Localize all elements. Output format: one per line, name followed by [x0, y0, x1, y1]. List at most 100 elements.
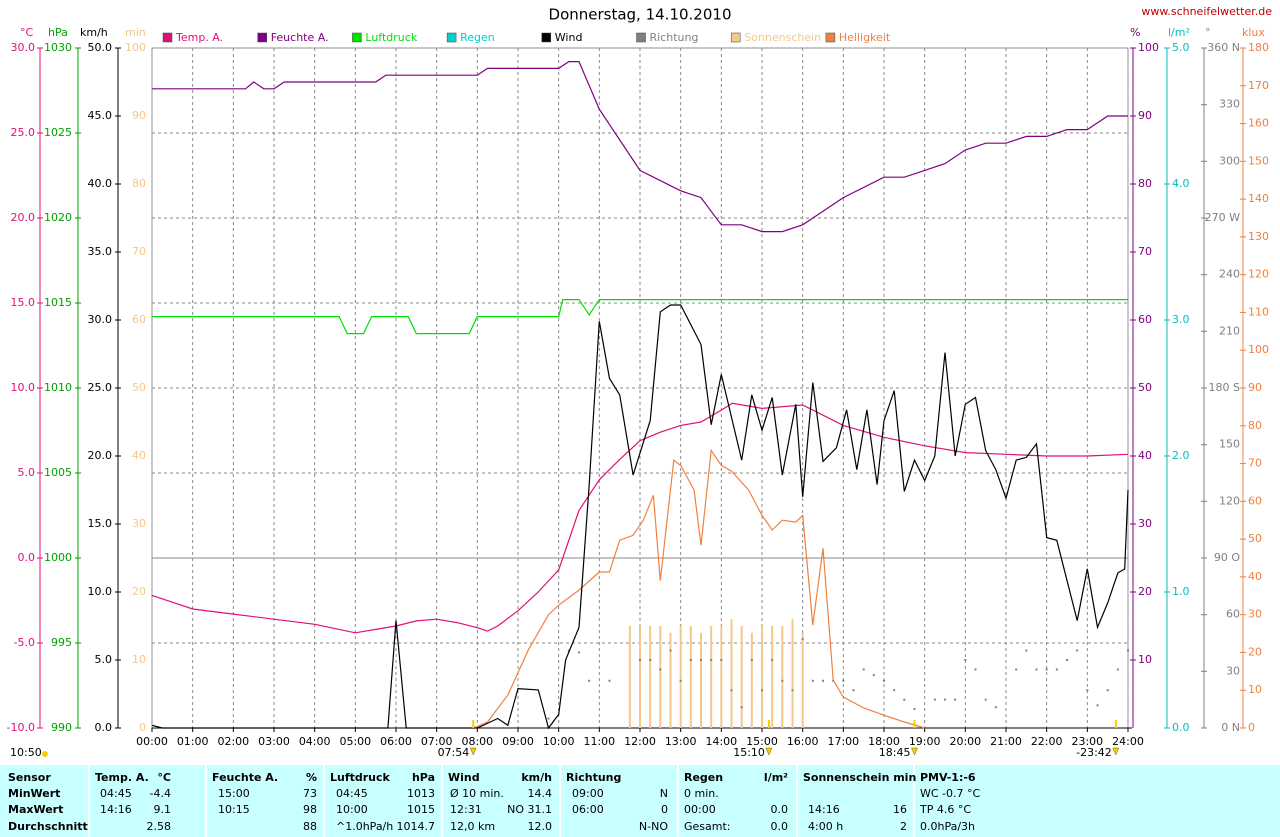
sunshine-bar: [771, 626, 774, 728]
direction-dot: [984, 698, 987, 701]
y-tick-label: 5.0: [18, 466, 36, 479]
y-tick-label: 70: [132, 245, 146, 258]
y-tick-label: 0: [139, 721, 146, 734]
y-tick-label: -10.0: [7, 721, 35, 734]
y-tick-label: 110: [1248, 305, 1269, 318]
x-tick-label: 21:00: [990, 735, 1022, 748]
cell-right: -4.4: [150, 787, 171, 800]
x-tick-label: 19:00: [909, 735, 941, 748]
x-tick-label: 11:00: [583, 735, 615, 748]
x-tick-label: 16:00: [787, 735, 819, 748]
legend-swatch: [352, 32, 362, 43]
sunshine-bar: [801, 632, 804, 728]
y-tick-label: 30: [132, 517, 146, 530]
y-tick-label: 60: [1226, 608, 1240, 621]
axis-unit: klux: [1242, 26, 1265, 39]
x-tick-label: 03:00: [258, 735, 290, 748]
direction-dot: [872, 674, 875, 677]
sunshine-bar: [781, 626, 784, 728]
y-tick-label: 5.0: [1172, 41, 1190, 54]
cell-right: 0.0: [771, 803, 789, 816]
cell-left: 04:45: [336, 787, 368, 800]
y-tick-label: 90: [1248, 381, 1262, 394]
direction-dot: [1096, 704, 1099, 707]
x-tick-label: 10:00: [543, 735, 575, 748]
direction-dot: [791, 689, 794, 692]
column-title: Temp. A.: [95, 771, 149, 784]
y-tick-label: 180 S: [1209, 381, 1240, 394]
y-tick-label: 360 N: [1207, 41, 1240, 54]
cell-right: 98: [303, 803, 317, 816]
cell-right: 1014.7: [397, 820, 436, 833]
direction-dot: [567, 649, 570, 652]
y-tick-label: 40.0: [88, 177, 113, 190]
row-label: MinWert: [8, 787, 60, 800]
legend-swatch: [636, 32, 646, 43]
y-tick-label: 160: [1248, 117, 1269, 130]
column-title: Sonnenschein min: [803, 771, 916, 784]
sunshine-bar: [649, 626, 652, 728]
cell-left: 00:00: [684, 803, 716, 816]
direction-dot: [1025, 649, 1028, 652]
y-tick-label: 35.0: [88, 245, 113, 258]
sunshine-bar: [669, 632, 672, 728]
direction-dot: [659, 668, 662, 671]
y-tick-label: 140: [1248, 192, 1269, 205]
column-unit: km/h: [521, 771, 552, 784]
direction-dot: [1035, 668, 1038, 671]
y-tick-label: 50: [1248, 532, 1262, 545]
y-tick-label: 240: [1219, 268, 1240, 281]
event-marker: [765, 747, 773, 756]
x-tick-label: 07:00: [421, 735, 453, 748]
y-tick-label: 0: [1248, 721, 1255, 734]
sunshine-bar: [730, 619, 733, 728]
direction-dot: [1116, 668, 1119, 671]
direction-dot: [1055, 668, 1058, 671]
y-tick-label: 100: [125, 41, 146, 54]
y-tick-label: 120: [1248, 268, 1269, 281]
y-tick-label: 1030: [44, 41, 72, 54]
cell-left: 10:15: [218, 803, 250, 816]
y-tick-label: 10: [1138, 653, 1152, 666]
series-line: [151, 304, 1129, 730]
direction-dot: [893, 689, 896, 692]
y-tick-label: 60: [1138, 313, 1152, 326]
cell-right: 88: [303, 820, 317, 833]
cell-right: 14.4: [528, 787, 553, 800]
column-unit: l/m²: [764, 771, 788, 784]
event-time: 07:54: [438, 746, 470, 759]
y-tick-label: 15.0: [88, 517, 113, 530]
direction-dot: [1076, 649, 1079, 652]
cell-right: 1015: [407, 803, 435, 816]
x-tick-label: 09:00: [502, 735, 534, 748]
y-tick-label: 0.0: [1172, 721, 1190, 734]
x-tick-label: 06:00: [380, 735, 412, 748]
legend-label: Regen: [460, 31, 495, 44]
direction-dot: [689, 659, 692, 661]
series-line: [473, 448, 925, 729]
x-tick-label: 02:00: [217, 735, 249, 748]
direction-dot: [842, 679, 845, 682]
current-time: 10:50: [10, 746, 42, 759]
direction-dot: [811, 679, 814, 682]
legend-label: Temp. A.: [175, 31, 223, 44]
direction-dot: [781, 679, 784, 682]
column-title: Wind: [448, 771, 480, 784]
y-tick-label: 300: [1219, 154, 1240, 167]
x-tick-label: 00:00: [136, 735, 168, 748]
direction-dot: [750, 659, 753, 661]
direction-dot: [547, 717, 550, 720]
cell-right: 2: [900, 820, 907, 833]
direction-dot: [883, 679, 885, 682]
legend-swatch: [257, 32, 267, 43]
axis-unit: °: [1205, 26, 1211, 39]
column-title: PMV-1:-6: [920, 771, 976, 784]
y-tick-label: 25.0: [11, 126, 36, 139]
x-tick-label: 18:00: [868, 735, 900, 748]
y-tick-label: 50: [132, 381, 146, 394]
row-label: Durchschnitt: [8, 820, 88, 833]
x-tick-label: 04:00: [299, 735, 331, 748]
direction-dot: [720, 659, 723, 661]
y-tick-label: 130: [1248, 230, 1269, 243]
series-line: [152, 299, 1128, 335]
